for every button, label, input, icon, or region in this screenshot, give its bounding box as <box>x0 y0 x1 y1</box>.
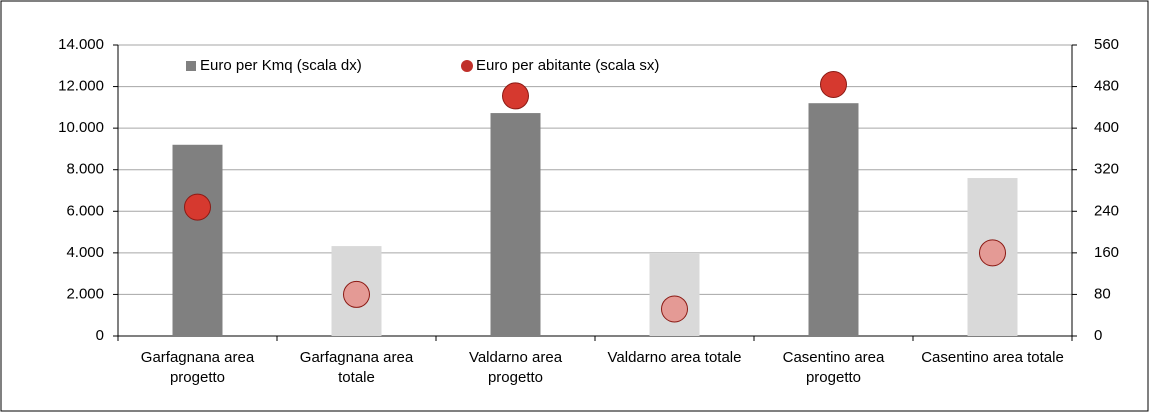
y2-tick-label: 240 <box>1094 202 1119 219</box>
marker <box>502 82 529 110</box>
y2-tick-label: 320 <box>1094 161 1119 178</box>
y-tick-label: 4.000 <box>66 244 104 261</box>
y-tick-label: 14.000 <box>58 36 104 53</box>
marker <box>661 295 688 323</box>
y2-tick-label: 560 <box>1094 36 1119 53</box>
y-tick-label: 12.000 <box>58 78 104 95</box>
bar <box>490 113 541 336</box>
y2-tick-label: 80 <box>1094 285 1111 302</box>
marker <box>820 70 847 98</box>
x-tick-label: Valdarno area totale <box>607 349 742 366</box>
bar <box>649 253 700 336</box>
bar <box>172 144 223 336</box>
legend-swatch <box>461 60 473 72</box>
y2-tick-label: 400 <box>1094 119 1119 136</box>
y2-tick-label: 0 <box>1094 327 1102 344</box>
legend-label: Euro per abitante (scala sx) <box>476 57 659 74</box>
legend-label: Euro per Kmq (scala dx) <box>200 57 362 74</box>
marker <box>979 239 1006 267</box>
marker <box>184 193 211 221</box>
legend-swatch <box>186 61 196 71</box>
y-tick-label: 6.000 <box>66 202 104 219</box>
marker <box>343 280 370 308</box>
x-tick-label: Casentino area progetto <box>782 349 885 386</box>
y2-tick-label: 160 <box>1094 244 1119 261</box>
y-tick-label: 8.000 <box>66 161 104 178</box>
y-tick-label: 10.000 <box>58 119 104 136</box>
y-tick-label: 2.000 <box>66 285 104 302</box>
x-tick-label: Casentino area totale <box>921 349 1064 366</box>
x-tick-label: Valdarno area progetto <box>468 349 563 386</box>
x-tick-label: Garfagnana area totale <box>299 349 414 386</box>
y-tick-label: 0 <box>96 327 104 344</box>
x-tick-label: Garfagnana area progetto <box>140 349 255 386</box>
y2-tick-label: 480 <box>1094 78 1119 95</box>
bar <box>808 103 859 336</box>
